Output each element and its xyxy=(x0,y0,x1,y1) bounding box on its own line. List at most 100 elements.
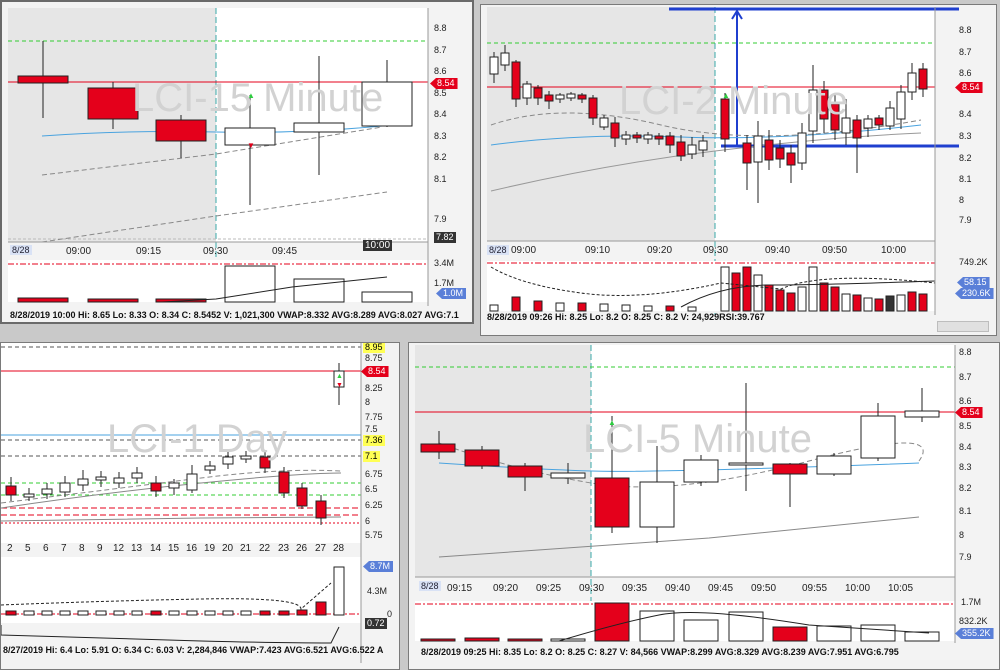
day-tick: 28 xyxy=(333,543,345,554)
chart-panel-15-minute[interactable]: ▲ ▼ LCI-15 Minute 8/28 09:00 09:15 09:30… xyxy=(0,0,474,324)
day-tick: 26 xyxy=(296,543,308,554)
price-tick: 8.5 xyxy=(959,421,972,431)
level-badge: 7.1 xyxy=(363,451,380,462)
price-tick: 8.6 xyxy=(959,68,972,78)
status-bar: 8/28/2019 09:25 Hi: 8.35 Lo: 8.2 O: 8.25… xyxy=(421,647,899,657)
price-tick: 8.75 xyxy=(365,353,383,363)
price-tick: 7.9 xyxy=(959,215,972,225)
day-tick: 20 xyxy=(222,543,234,554)
day-tick: 23 xyxy=(278,543,290,554)
day-tick: 6 xyxy=(43,543,49,554)
volume-tick: 3.4M xyxy=(434,258,455,268)
price-tick: 8.7 xyxy=(959,47,972,57)
low-price-badge: 7.82 xyxy=(434,232,456,243)
last-price-badge: 8.54 xyxy=(955,82,983,93)
price-tick: 8.2 xyxy=(959,153,972,163)
level-badge: 8.95 xyxy=(363,342,385,353)
time-tick: 09:10 xyxy=(585,245,611,256)
day-tick: 16 xyxy=(186,543,198,554)
volume-badge: 1.0M xyxy=(436,288,467,299)
svg-text:▼: ▼ xyxy=(247,141,255,150)
price-tick: 8.3 xyxy=(959,462,972,472)
time-tick: 09:15 xyxy=(136,246,162,257)
price-tick: 8 xyxy=(365,397,371,407)
time-tick: 09:40 xyxy=(665,583,691,594)
chart-panel-5-minute[interactable]: ▲ LCI-5 Minute 8/28 09:15 09:20 09:25 09… xyxy=(408,342,1000,670)
price-tick: 7.9 xyxy=(434,214,447,224)
price-tick: 8.3 xyxy=(434,131,447,141)
time-tick: 10:05 xyxy=(888,583,914,594)
price-tick: 8.5 xyxy=(434,88,447,98)
date-label: 8/28 xyxy=(487,245,509,255)
price-tick: 8.7 xyxy=(434,45,447,55)
price-tick: 8.3 xyxy=(959,131,972,141)
price-tick: 8 xyxy=(959,530,965,540)
time-tick: 09:00 xyxy=(511,245,537,256)
day-tick: 21 xyxy=(240,543,252,554)
day-tick: 8 xyxy=(79,543,85,554)
price-tick: 8.6 xyxy=(434,66,447,76)
chart-panel-2-minute[interactable]: ▲ LCI-2 Minute 8/28 09:00 09:10 09:20 xyxy=(480,4,997,336)
price-tick: 5.75 xyxy=(365,530,383,540)
date-label: 8/28 xyxy=(10,245,32,255)
time-tick: 09:30 xyxy=(579,583,605,594)
last-price-badge: 8.54 xyxy=(955,407,983,418)
day-tick: 2 xyxy=(7,543,13,554)
day-tick: 19 xyxy=(204,543,216,554)
level-badge: 7.36 xyxy=(363,435,385,446)
day-tick: 14 xyxy=(150,543,162,554)
indicator-badge: 0.72 xyxy=(365,618,387,629)
time-tick: 09:20 xyxy=(647,245,673,256)
volume-badge: 355.2K xyxy=(955,628,994,639)
time-tick: 09:55 xyxy=(802,583,828,594)
time-tick: 09:45 xyxy=(272,246,298,257)
price-tick: 8.4 xyxy=(959,109,972,119)
chart-panel-1-day[interactable]: ▲ ▼ LCI-1 Day 2 5 6 7 8 9 12 13 14 15 16… xyxy=(0,342,400,670)
price-tick: 6.75 xyxy=(365,469,383,479)
time-tick: 09:30 xyxy=(703,245,729,256)
volume-badge: 8.7M xyxy=(363,561,394,572)
time-tick: 09:35 xyxy=(622,583,648,594)
status-bar: 8/28/2019 09:26 Hi: 8.25 Lo: 8.2 O: 8.25… xyxy=(487,312,765,322)
volume-badge: 230.6K xyxy=(955,288,994,299)
rsi-badge: 58.15 xyxy=(957,277,990,288)
price-tick: 7.75 xyxy=(365,412,383,422)
time-tick: 10:00 xyxy=(881,245,907,256)
time-tick: 09:40 xyxy=(765,245,791,256)
volume-tick: 1.7M xyxy=(961,597,982,607)
price-tick: 8.4 xyxy=(959,442,972,452)
price-tick: 6.25 xyxy=(365,500,383,510)
price-tick: 8.8 xyxy=(434,23,447,33)
day-tick: 15 xyxy=(168,543,180,554)
day-tick: 7 xyxy=(61,543,67,554)
price-tick: 7.9 xyxy=(959,552,972,562)
price-tick: 8.1 xyxy=(959,174,972,184)
volume-tick: 0 xyxy=(387,609,393,619)
time-tick: 09:30 xyxy=(203,246,229,257)
price-tick: 8.2 xyxy=(434,152,447,162)
day-tick: 12 xyxy=(113,543,125,554)
time-tick: 09:50 xyxy=(751,583,777,594)
volume-tick: 1.7M xyxy=(434,278,455,288)
time-tick-current: 10:00 xyxy=(363,240,393,251)
day-tick: 5 xyxy=(25,543,31,554)
svg-text:▲: ▲ xyxy=(608,418,616,427)
day-tick: 13 xyxy=(131,543,143,554)
day-tick: 27 xyxy=(315,543,327,554)
time-tick: 09:00 xyxy=(66,246,92,257)
chart-2-minute-svg: ▲ xyxy=(487,7,959,315)
last-price-badge: 8.54 xyxy=(430,78,458,89)
time-tick: 09:15 xyxy=(447,583,473,594)
price-tick: 8 xyxy=(959,195,965,205)
chart-1-day-svg: ▲ ▼ xyxy=(1,343,362,663)
time-tick: 09:50 xyxy=(822,245,848,256)
price-tick: 8.4 xyxy=(434,109,447,119)
svg-text:▲: ▲ xyxy=(336,373,343,380)
time-tick: 09:25 xyxy=(536,583,562,594)
volume-tick: 832.2K xyxy=(959,616,988,626)
volume-tick: 4.3M xyxy=(367,586,388,596)
price-tick: 6 xyxy=(365,516,371,526)
price-tick: 8.2 xyxy=(959,483,972,493)
horizontal-scrollbar[interactable] xyxy=(937,321,989,332)
price-tick: 8.1 xyxy=(434,174,447,184)
